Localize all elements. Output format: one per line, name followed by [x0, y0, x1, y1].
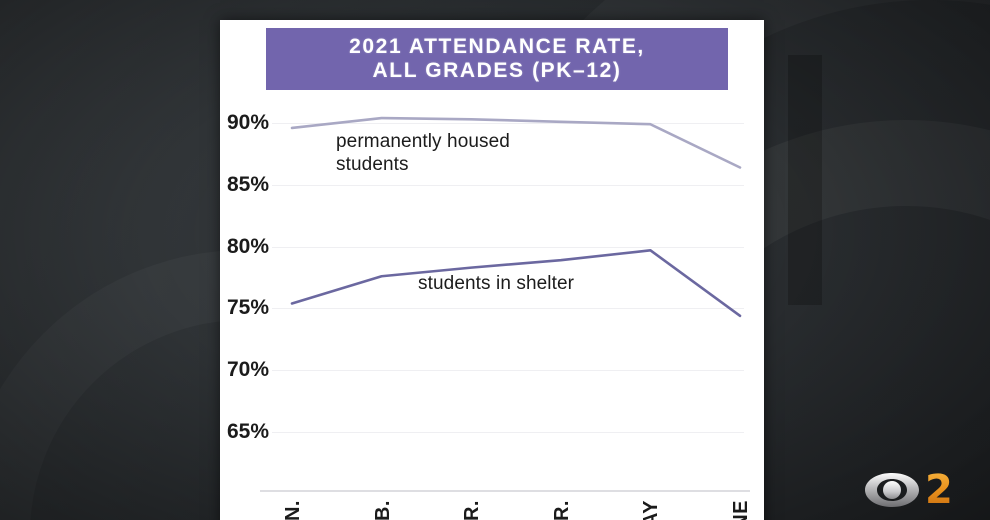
plot-area: 90% 85% 80% 75% 70% 65% permanently housed st… — [220, 82, 764, 520]
x-axis-tick-label: MAR. — [461, 500, 484, 520]
y-axis-tick-label: 70% — [226, 358, 269, 382]
chart-title-line-2: ALL GRADES (PK–12) — [372, 59, 622, 82]
x-axis-tick-label: FEB. — [372, 500, 395, 520]
gridline — [272, 370, 744, 371]
series-annotation-students-in-shelter: students in shelter — [418, 273, 575, 294]
y-axis-tick-label: 85% — [226, 172, 269, 196]
cbs-2-logo: 2 — [862, 468, 974, 512]
series-annotation-permanently-housed: permanently housed students — [336, 131, 510, 176]
chart-title-line-1: 2021 ATTENDANCE RATE, — [349, 35, 645, 59]
y-axis-tick-label: 65% — [226, 420, 269, 443]
series-lines — [290, 116, 742, 318]
x-axis-tick-label: MAY — [640, 500, 663, 520]
gridline — [272, 185, 744, 186]
y-axis-tick-label: 90% — [226, 111, 269, 134]
background-band-decoration — [788, 55, 822, 305]
y-axis-tick-label: 80% — [226, 234, 269, 258]
chart-card: 2021 ATTENDANCE RATE, ALL GRADES (PK–12)… — [220, 20, 764, 520]
cbs-eye-icon — [865, 473, 919, 507]
series-line-students-in-shelter — [290, 249, 742, 318]
series-line-permanently-housed — [290, 116, 742, 169]
gridline — [272, 123, 744, 124]
cbs-channel-number: 2 — [925, 467, 953, 513]
gridline — [272, 432, 744, 433]
x-axis-tick-label: APR. — [551, 500, 574, 520]
x-axis-tick-label: JUNE — [730, 500, 753, 520]
chart-title-banner: 2021 ATTENDANCE RATE, ALL GRADES (PK–12) — [266, 28, 728, 90]
gridline — [272, 247, 744, 248]
x-axis-line — [260, 490, 750, 492]
y-axis-tick-label: 75% — [226, 296, 269, 320]
x-axis-tick-label: JAN. — [282, 500, 305, 520]
gridline — [272, 308, 744, 309]
